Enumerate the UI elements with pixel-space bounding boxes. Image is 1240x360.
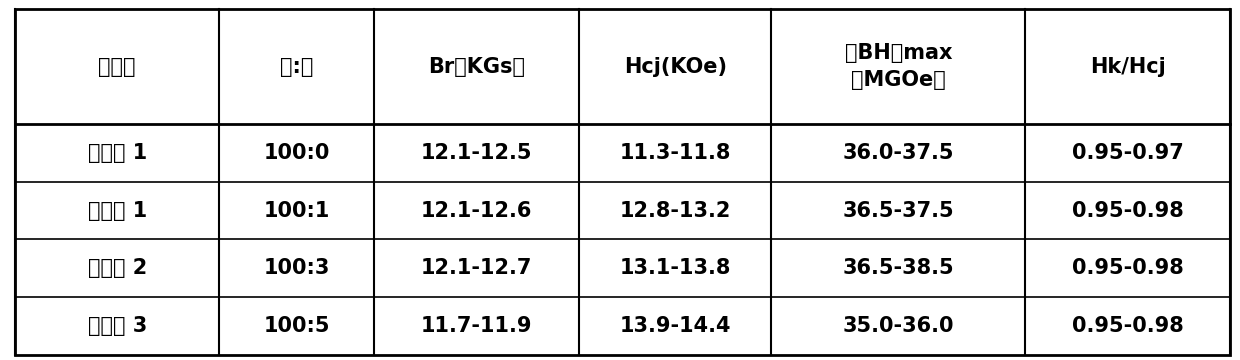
Text: 36.5-37.5: 36.5-37.5 xyxy=(842,201,955,221)
Text: 12.1-12.7: 12.1-12.7 xyxy=(422,258,532,278)
Text: 13.1-13.8: 13.1-13.8 xyxy=(620,258,730,278)
Text: 主:辅: 主:辅 xyxy=(280,57,314,77)
Text: 13.9-14.4: 13.9-14.4 xyxy=(620,316,730,336)
Text: 实施例 2: 实施例 2 xyxy=(88,258,146,278)
Text: 实施例 1: 实施例 1 xyxy=(88,201,146,221)
Text: 0.95-0.98: 0.95-0.98 xyxy=(1071,258,1184,278)
Text: Hcj(KOe): Hcj(KOe) xyxy=(624,57,727,77)
Text: 实施例 3: 实施例 3 xyxy=(88,316,146,336)
Text: 对比例 1: 对比例 1 xyxy=(88,143,146,163)
Text: 36.5-38.5: 36.5-38.5 xyxy=(842,258,955,278)
Text: Hk/Hcj: Hk/Hcj xyxy=(1090,57,1166,77)
Text: 12.1-12.5: 12.1-12.5 xyxy=(422,143,532,163)
Text: 0.95-0.98: 0.95-0.98 xyxy=(1071,201,1184,221)
Text: 11.3-11.8: 11.3-11.8 xyxy=(620,143,730,163)
Text: 36.0-37.5: 36.0-37.5 xyxy=(843,143,954,163)
Text: 100:0: 100:0 xyxy=(264,143,330,163)
Text: 0.95-0.97: 0.95-0.97 xyxy=(1071,143,1184,163)
Text: 12.1-12.6: 12.1-12.6 xyxy=(422,201,532,221)
Text: 100:5: 100:5 xyxy=(264,316,330,336)
Text: 100:1: 100:1 xyxy=(264,201,330,221)
Text: 磁性能: 磁性能 xyxy=(98,57,136,77)
Text: 35.0-36.0: 35.0-36.0 xyxy=(843,316,954,336)
Text: 0.95-0.98: 0.95-0.98 xyxy=(1071,316,1184,336)
Text: 11.7-11.9: 11.7-11.9 xyxy=(422,316,532,336)
Text: （BH）max
（MGOe）: （BH）max （MGOe） xyxy=(844,44,952,90)
Text: Br（KGs）: Br（KGs） xyxy=(428,57,526,77)
Text: 12.8-13.2: 12.8-13.2 xyxy=(620,201,730,221)
Text: 100:3: 100:3 xyxy=(264,258,330,278)
